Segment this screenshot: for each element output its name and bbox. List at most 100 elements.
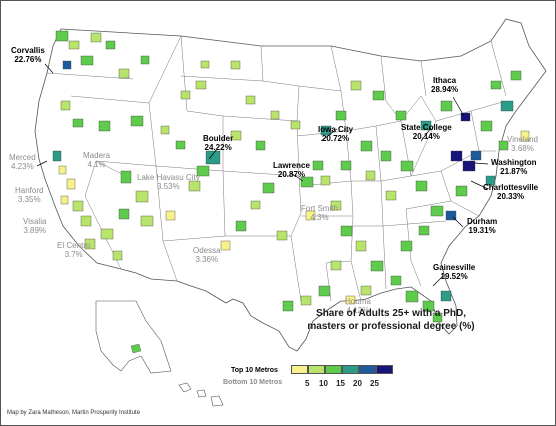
metro-area-27 — [80, 215, 92, 227]
legend-title: Share of Adults 25+ with a PhD, masters … — [291, 307, 491, 333]
legend-swatch-6 — [376, 365, 393, 374]
metro-area-48 — [345, 295, 356, 305]
label-name: Gainesville — [433, 263, 476, 272]
label-name: Fort Smith — [301, 204, 338, 213]
metro-area-47 — [282, 300, 294, 312]
label-merced: Merced 4.23% — [9, 153, 36, 171]
label-value: 4.3% — [310, 213, 329, 222]
metro-area-63 — [480, 120, 493, 132]
label-name: Washington — [491, 158, 537, 167]
metro-area-26 — [72, 200, 84, 212]
metro-area-34 — [262, 182, 275, 194]
metro-area-29 — [100, 228, 114, 240]
hawaii-outline — [178, 382, 224, 407]
label-value: 4.1% — [87, 160, 106, 169]
metro-area-54 — [432, 312, 443, 323]
legend-title-line1: Share of Adults 25+ with a PhD, — [316, 308, 466, 319]
metro-area-66 — [490, 80, 502, 90]
metro-area-53 — [440, 290, 452, 302]
metro-area-91 — [520, 130, 530, 142]
label-durham: Durham 19.31% — [467, 217, 497, 235]
label-vineland: Vineland 3.68% — [507, 135, 538, 153]
metro-area-20 — [140, 215, 154, 227]
label-name: Iowa City — [318, 125, 354, 134]
label-name: Hanford — [15, 186, 44, 195]
metro-area-50 — [390, 275, 402, 286]
metro-area-93 — [485, 175, 496, 186]
label-value: 20.14% — [412, 132, 440, 141]
metro-area-32 — [235, 220, 247, 232]
label-name: Charlottesville — [483, 183, 539, 192]
legend-swatch-3 — [325, 365, 342, 374]
metro-area-14 — [205, 150, 221, 165]
metro-area-77 — [400, 160, 414, 172]
label-value: 20.33% — [497, 192, 525, 201]
credit-text: Map by Zara Matheson, Martin Prosperity … — [7, 410, 141, 416]
label-name: Durham — [467, 217, 498, 226]
metro-area-90 — [230, 60, 241, 70]
label-washington: Washington 21.87% — [491, 158, 536, 176]
label-madera: Madera 4.1% — [83, 151, 110, 169]
label-ithaca: Ithaca 28.94% — [431, 76, 458, 94]
legend-tick-10: 10 — [319, 379, 328, 388]
label-corvallis: Corvallis 22.76% — [11, 46, 45, 64]
leader-lines — [36, 63, 489, 287]
metro-area-64 — [500, 100, 514, 112]
label-value: 3.35% — [17, 195, 41, 204]
legend-swatch-5 — [359, 365, 376, 374]
metro-area-41 — [340, 225, 353, 237]
metro-area-76 — [380, 150, 392, 162]
metro-area-42 — [355, 240, 367, 252]
metro-area-56 — [418, 225, 430, 236]
metro-area-17 — [120, 170, 132, 184]
metro-area-31 — [220, 240, 231, 251]
metro-area-45 — [318, 285, 331, 297]
metro-area-33 — [250, 200, 261, 210]
label-value: 3.36% — [195, 255, 219, 264]
metro-area-86 — [255, 140, 266, 151]
label-fort-smith: Fort Smith 4.3% — [301, 204, 338, 222]
label-odessa: Odessa 3.36% — [193, 246, 221, 264]
metro-area-58 — [445, 210, 457, 221]
label-name: Vineland — [507, 135, 538, 144]
metro-area-1 — [68, 40, 80, 50]
label-value: 20.87% — [277, 170, 306, 179]
metro-area-19 — [118, 208, 130, 220]
metro-area-40 — [330, 200, 342, 211]
label-visalia: Visalia 3.89% — [23, 217, 46, 235]
state-borders — [46, 35, 507, 302]
metro-area-72 — [350, 80, 362, 91]
metro-area-37 — [312, 160, 324, 171]
metro-area-70 — [395, 110, 407, 121]
legend-swatch-2 — [308, 365, 325, 374]
metro-area-25 — [60, 195, 69, 205]
metro-area-8 — [60, 100, 71, 111]
metro-area-46 — [300, 295, 312, 306]
label-value: 3.53% — [157, 182, 180, 191]
metro-area-85 — [230, 130, 242, 141]
metro-area-11 — [130, 115, 144, 127]
metro-area-89 — [200, 60, 210, 69]
label-gainesville: Gainesville 19.52% — [433, 263, 475, 281]
label-el-centro: El Centro 3.7% — [57, 241, 90, 259]
metro-area-15 — [196, 165, 210, 177]
legend-swatch-4 — [342, 365, 359, 374]
label-boulder: Boulder 24.22% — [203, 134, 233, 152]
label-name: Lake Havasu City — [137, 173, 200, 182]
metro-area-49 — [360, 285, 372, 296]
label-iowa-city: Iowa City 20.72% — [318, 125, 353, 143]
metro-area-78 — [415, 180, 428, 192]
label-value: 28.94% — [431, 85, 459, 94]
metro-area-69 — [420, 120, 432, 131]
metro-area-75 — [360, 140, 373, 152]
metro-area-3 — [62, 60, 72, 70]
metro-area-36 — [300, 176, 314, 188]
metro-area-22 — [52, 150, 62, 162]
metro-area-52 — [422, 300, 435, 312]
metro-area-28 — [84, 238, 96, 250]
metro-area-84 — [245, 95, 256, 105]
metro-area-21 — [165, 210, 176, 221]
metro-area-80 — [365, 170, 376, 181]
label-name: State College — [401, 123, 452, 132]
label-name: Odessa — [193, 246, 221, 255]
